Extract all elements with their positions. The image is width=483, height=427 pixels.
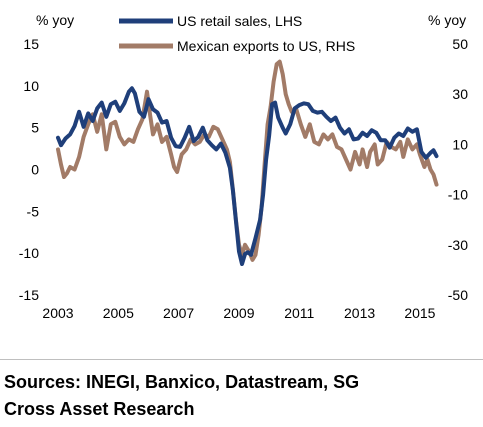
left-tick-label: -10	[19, 245, 39, 261]
right-axis-ticks: 50 30 10 -10 -30 -50	[448, 36, 468, 303]
x-tick-label: 2005	[103, 305, 134, 321]
series-line-us-retail-sales	[56, 86, 439, 266]
x-tick-label: 2015	[404, 305, 435, 321]
right-tick-label: 50	[452, 36, 468, 52]
left-tick-label: 10	[23, 78, 39, 94]
series-line-mexican-exports	[56, 59, 439, 262]
sources-line-1: Sources: INEGI, Banxico, Datastream, SG	[4, 372, 360, 392]
left-tick-label: 0	[31, 162, 39, 178]
left-tick-label: 5	[31, 120, 39, 136]
left-tick-label: 15	[23, 36, 39, 52]
legend-label-us-retail: US retail sales, LHS	[177, 13, 302, 29]
legend: US retail sales, LHS Mexican exports to …	[119, 13, 355, 54]
right-tick-label: 30	[452, 86, 468, 102]
legend-label-mexican-exports: Mexican exports to US, RHS	[177, 38, 355, 54]
right-tick-label: -30	[448, 237, 468, 253]
x-tick-label: 2009	[223, 305, 254, 321]
series-layer	[56, 59, 439, 266]
right-tick-label: -10	[448, 187, 468, 203]
x-axis-ticks: 2003 2005 2007 2009 2011 2013 2015	[42, 305, 435, 321]
left-axis-ticks: 15 10 5 0 -5 -10 -15	[19, 36, 39, 303]
right-tick-label: 10	[452, 136, 468, 152]
right-axis-title: % yoy	[428, 12, 466, 28]
sources-line-2: Cross Asset Research	[4, 399, 195, 419]
divider	[0, 359, 483, 360]
x-tick-label: 2013	[344, 305, 375, 321]
left-tick-label: -5	[27, 203, 40, 219]
right-tick-label: -50	[448, 287, 468, 303]
x-tick-label: 2011	[284, 305, 314, 321]
x-tick-label: 2003	[42, 305, 73, 321]
x-tick-label: 2007	[163, 305, 194, 321]
left-tick-label: -15	[19, 287, 39, 303]
left-axis-title: % yoy	[36, 12, 74, 28]
